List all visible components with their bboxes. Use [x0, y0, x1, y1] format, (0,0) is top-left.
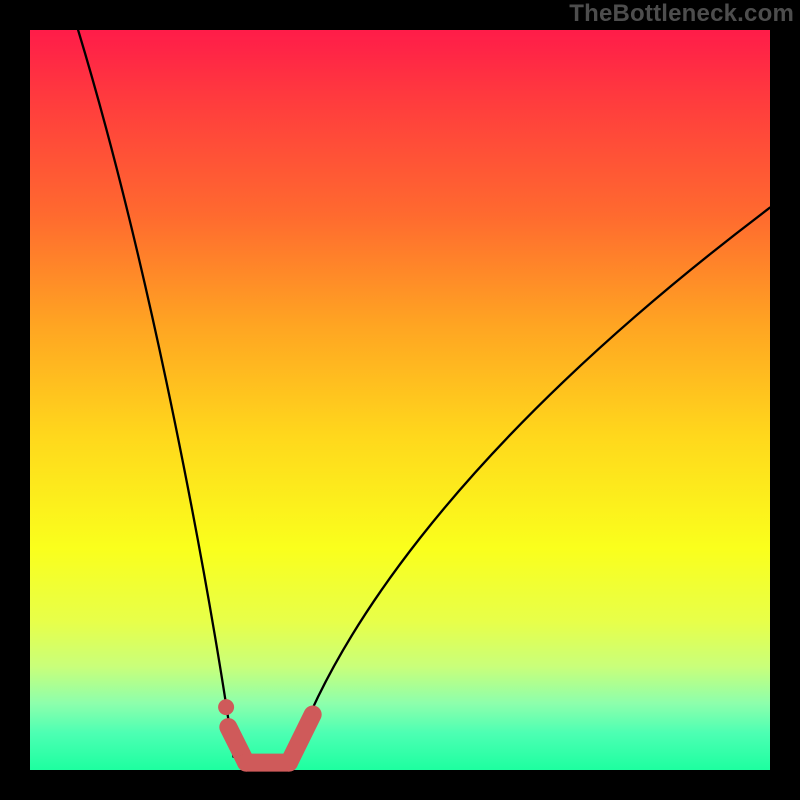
watermark-label: TheBottleneck.com: [569, 0, 794, 28]
plot-area: [30, 30, 770, 770]
chart-svg: [0, 0, 800, 800]
overlay-dot: [218, 699, 234, 715]
chart-stage: TheBottleneck.com: [0, 0, 800, 800]
